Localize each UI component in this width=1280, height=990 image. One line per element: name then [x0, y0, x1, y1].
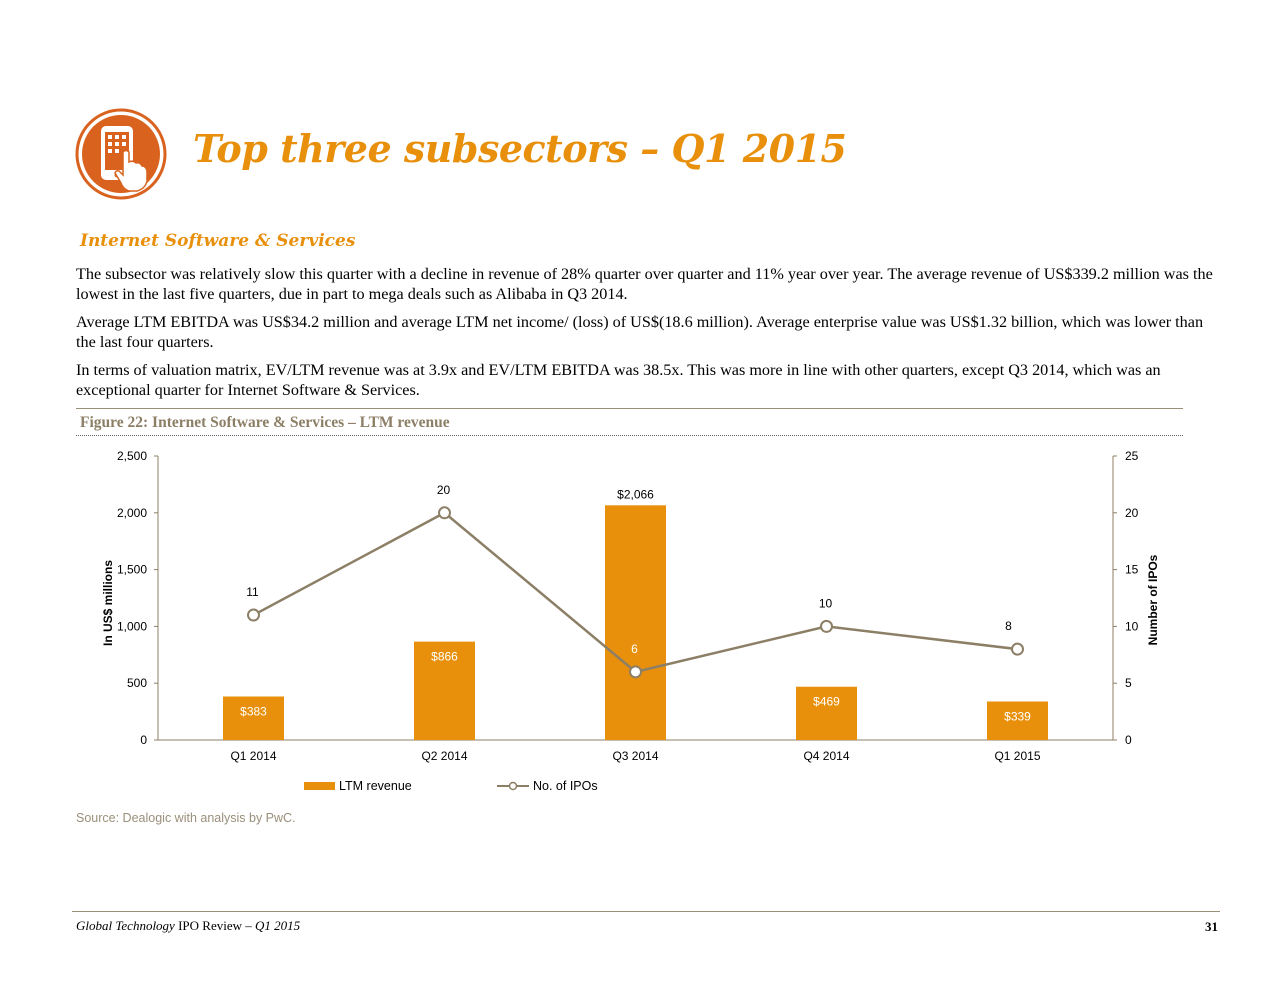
revenue-bar-label: $469	[813, 695, 840, 709]
x-category-label: Q2 2014	[421, 749, 467, 763]
body-paragraph: Average LTM EBITDA was US$34.2 million a…	[76, 313, 1204, 351]
right-axis-title: Number of IPOs	[1146, 554, 1160, 645]
left-tick-label: 500	[127, 676, 147, 690]
ipo-count-label: 6	[631, 642, 638, 656]
revenue-bar-label: $339	[1004, 709, 1031, 723]
footer-title: Global Technology IPO Review – Q1 2015	[76, 918, 300, 934]
revenue-bar	[796, 686, 857, 740]
source-note: Source: Dealogic with analysis by PwC.	[76, 811, 296, 825]
revenue-bar	[605, 505, 666, 740]
revenue-bar-label: $383	[240, 704, 267, 718]
body-paragraph: In terms of valuation matrix, EV/LTM rev…	[76, 361, 1161, 399]
right-tick-label: 0	[1125, 733, 1132, 747]
revenue-bar	[987, 701, 1048, 740]
footer-rule	[72, 911, 1220, 912]
ipo-count-point	[820, 619, 833, 633]
left-tick-label: 2,000	[117, 506, 147, 520]
ipo-count-point	[438, 506, 451, 520]
left-tick-label: 1,000	[117, 619, 147, 633]
x-category-label: Q1 2015	[994, 749, 1040, 763]
body-paragraph: The subsector was relatively slow this q…	[76, 265, 1213, 303]
revenue-bar-label: $866	[431, 650, 458, 664]
section-heading: Internet Software & Services	[80, 231, 356, 251]
legend-line-label: No. of IPOs	[533, 779, 598, 793]
figure-bottom-rule	[76, 435, 1183, 436]
legend-line-marker	[508, 781, 518, 791]
page-title: Top three subsectors – Q1 2015	[193, 126, 847, 171]
left-tick-label: 2,500	[117, 449, 147, 463]
figure-caption: Figure 22: Internet Software & Services …	[80, 414, 450, 431]
x-category-label: Q3 2014	[612, 749, 658, 763]
ipo-count-point	[1011, 642, 1024, 656]
x-category-label: Q1 2014	[230, 749, 276, 763]
page-number: 31	[1205, 919, 1218, 934]
footer-period: Q1 2015	[255, 918, 301, 933]
revenue-bar	[223, 696, 284, 740]
revenue-bar	[414, 641, 475, 740]
right-tick-label: 10	[1125, 619, 1139, 633]
right-tick-label: 15	[1125, 563, 1139, 577]
revenue-bar-label: $2,066	[617, 487, 654, 501]
right-tick-label: 20	[1125, 506, 1139, 520]
ipo-count-label: 11	[246, 585, 259, 599]
ipo-count-label: 8	[1005, 619, 1012, 633]
ltm-revenue-chart: 0 500 1,000 1,500 2,000 2,500 0 5 10 15 20 25 In US$…	[101, 449, 1160, 793]
x-category-label: Q4 2014	[803, 749, 849, 763]
legend-bar-swatch	[304, 782, 335, 790]
right-tick-label: 25	[1125, 449, 1139, 463]
left-tick-label: 1,500	[117, 563, 147, 577]
mobile-touch-icon	[75, 108, 167, 200]
legend-bar-label: LTM revenue	[339, 779, 412, 793]
ipo-count-point	[629, 665, 642, 679]
right-tick-label: 5	[1125, 676, 1132, 690]
figure-top-rule	[76, 408, 1183, 409]
ipo-count-point	[247, 608, 260, 622]
left-tick-label: 0	[140, 733, 147, 747]
ipo-count-label: 10	[819, 596, 833, 610]
footer-publication: Global Technology	[76, 918, 175, 933]
left-axis-title: In US$ millions	[101, 560, 115, 646]
footer-report: IPO Review –	[174, 918, 255, 933]
ipo-count-label: 20	[437, 483, 451, 497]
